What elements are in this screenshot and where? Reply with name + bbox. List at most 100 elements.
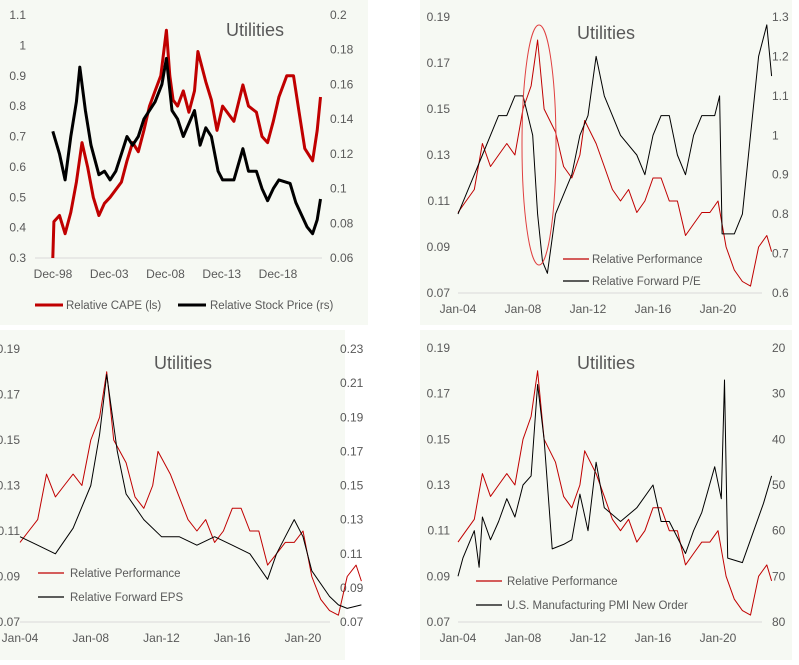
right-y-tick-label: 0.13 (340, 513, 364, 527)
right-y-tick-label: 0.16 (330, 77, 354, 91)
x-tick-label: Jan-08 (505, 302, 542, 316)
right-y-tick-label: 1.3 (772, 10, 789, 24)
left-y-tick-label: 0.7 (9, 130, 26, 144)
x-tick-label: Jan-12 (570, 631, 607, 645)
left-y-tick-label: 0.19 (427, 341, 451, 355)
x-tick-label: Jan-20 (700, 302, 737, 316)
x-tick-label: Jan-04 (440, 631, 477, 645)
chart-title: Utilities (577, 353, 635, 373)
x-tick-label: Jan-08 (505, 631, 542, 645)
left-y-tick-label: 0.13 (0, 479, 20, 493)
series-line-relative-cape-ls- (51, 28, 322, 259)
series-line-relative-forward-p-e (457, 24, 773, 274)
x-tick-label: Dec-98 (34, 267, 73, 281)
series-line-u-s-manufacturing-pmi-new-order (457, 379, 773, 577)
chart-title: Utilities (226, 20, 284, 40)
left-y-tick-label: 0.09 (0, 570, 20, 584)
right-y-tick-label: 0.08 (330, 216, 354, 230)
right-y-tick-label: 20 (772, 341, 786, 355)
x-tick-label: Dec-13 (202, 267, 241, 281)
right-y-tick-label: 0.12 (330, 147, 354, 161)
legend-label: Relative CAPE (ls) (66, 300, 161, 312)
x-tick-label: Dec-18 (259, 267, 298, 281)
legend-label: Relative Performance (592, 254, 703, 266)
right-y-tick-label: 0.1 (330, 182, 347, 196)
right-y-tick-label: 0.8 (772, 207, 789, 221)
left-y-tick-label: 0.09 (427, 569, 451, 583)
right-y-tick-label: 0.9 (772, 168, 789, 182)
legend-label: Relative Forward EPS (70, 592, 183, 604)
x-tick-label: Jan-20 (700, 631, 737, 645)
left-y-tick-label: 1.1 (9, 8, 26, 22)
right-y-tick-label: 70 (772, 569, 786, 583)
right-y-tick-label: 0.11 (340, 547, 363, 561)
chart-title: Utilities (577, 23, 635, 43)
right-y-tick-label: 0.6 (772, 286, 789, 300)
right-y-tick-label: 1 (772, 128, 779, 142)
right-y-tick-label: 0.14 (330, 112, 354, 126)
series-line-relative-forward-eps (19, 374, 362, 609)
left-y-tick-label: 0.4 (9, 221, 26, 235)
left-y-tick-label: 0.07 (0, 615, 20, 629)
right-y-tick-label: 80 (772, 615, 786, 629)
left-y-tick-label: 1 (19, 38, 26, 52)
x-tick-label: Jan-04 (2, 631, 39, 645)
right-y-tick-label: 0.07 (340, 615, 364, 629)
left-y-tick-label: 0.15 (427, 432, 451, 446)
legend-label: Relative Performance (70, 568, 181, 580)
series-line-relative-performance (457, 370, 773, 616)
x-tick-label: Jan-20 (285, 631, 322, 645)
legend-label: Relative Performance (507, 576, 618, 588)
legend-label: Relative Stock Price (rs) (210, 300, 334, 312)
x-tick-label: Jan-16 (635, 302, 672, 316)
right-y-tick-label: 1.2 (772, 49, 789, 63)
x-tick-label: Jan-04 (440, 302, 477, 316)
chart-pe-panel (420, 0, 792, 325)
right-y-tick-label: 0.06 (330, 251, 354, 265)
left-y-tick-label: 0.5 (9, 190, 26, 204)
left-y-tick-label: 0.15 (427, 102, 451, 116)
highlight-ellipse (521, 24, 557, 266)
left-y-tick-label: 0.07 (427, 615, 451, 629)
right-y-tick-label: 50 (772, 478, 786, 492)
right-y-tick-label: 40 (772, 432, 786, 446)
x-tick-label: Jan-12 (143, 631, 180, 645)
right-y-tick-label: 0.2 (330, 8, 347, 22)
left-y-tick-label: 0.13 (427, 148, 451, 162)
left-y-tick-label: 0.13 (427, 478, 451, 492)
right-y-tick-label: 0.18 (330, 43, 354, 57)
left-y-tick-label: 0.19 (0, 342, 20, 356)
right-y-tick-label: 30 (772, 387, 786, 401)
left-y-tick-label: 0.17 (427, 387, 451, 401)
series-line-relative-stock-price-rs- (51, 56, 322, 236)
x-tick-label: Dec-08 (146, 267, 185, 281)
left-y-tick-label: 0.11 (428, 524, 451, 538)
x-tick-label: Jan-08 (72, 631, 109, 645)
right-y-tick-label: 1.1 (772, 89, 789, 103)
left-y-tick-label: 0.9 (9, 69, 26, 83)
chart-eps-panel (0, 330, 345, 660)
legend-label: U.S. Manufacturing PMI New Order (507, 600, 688, 612)
left-y-tick-label: 0.09 (427, 240, 451, 254)
x-tick-label: Dec-03 (90, 267, 129, 281)
right-y-tick-label: 0.23 (340, 342, 364, 356)
left-y-tick-label: 0.3 (9, 251, 26, 265)
left-y-tick-label: 0.6 (9, 160, 26, 174)
chart-title: Utilities (154, 353, 212, 373)
series-line-relative-performance (457, 39, 773, 287)
left-y-tick-label: 0.19 (427, 10, 451, 24)
x-tick-label: Jan-12 (570, 302, 607, 316)
left-y-tick-label: 0.11 (428, 194, 451, 208)
right-y-tick-label: 0.19 (340, 410, 364, 424)
right-y-tick-label: 0.21 (340, 376, 364, 390)
left-y-tick-label: 0.11 (0, 524, 20, 538)
left-y-tick-label: 0.07 (427, 286, 451, 300)
left-y-tick-label: 0.17 (427, 56, 451, 70)
left-y-tick-label: 0.17 (0, 388, 20, 402)
x-tick-label: Jan-16 (214, 631, 251, 645)
right-y-tick-label: 0.17 (340, 444, 364, 458)
right-y-tick-label: 0.15 (340, 479, 364, 493)
right-y-tick-label: 0.7 (772, 247, 789, 261)
x-tick-label: Jan-16 (635, 631, 672, 645)
